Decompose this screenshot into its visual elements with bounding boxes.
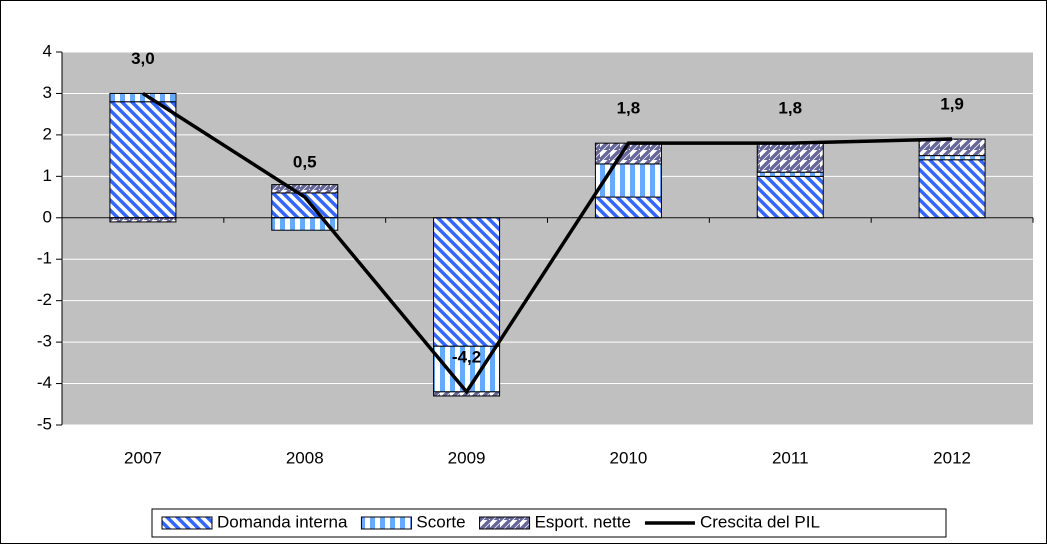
y-tick-label: 4 (43, 41, 52, 60)
bar (271, 184, 339, 194)
bar (109, 101, 177, 219)
legend-swatch (161, 516, 213, 530)
y-tick-label: -4 (37, 373, 52, 392)
x-tick-label: 2012 (933, 448, 971, 467)
data-label: 3,0 (131, 49, 155, 68)
data-label: 1,9 (940, 95, 964, 114)
data-label: 1,8 (617, 99, 641, 118)
legend-label: Crescita del PIL (700, 512, 820, 531)
data-label: 1,8 (778, 99, 802, 118)
x-tick-label: 2009 (448, 448, 486, 467)
y-tick-label: 1 (43, 166, 52, 185)
bar (918, 159, 986, 219)
legend-swatch (360, 516, 412, 530)
bar (433, 345, 501, 393)
bar (756, 175, 824, 219)
y-tick-label: -3 (37, 332, 52, 351)
bar (109, 217, 177, 223)
x-tick-label: 2010 (610, 448, 648, 467)
bar (109, 92, 177, 103)
line (141, 91, 953, 395)
legend-label: Scorte (416, 512, 465, 531)
y-tick-label: -5 (37, 414, 52, 433)
y-tick-label: -1 (37, 249, 52, 268)
bar (433, 217, 501, 347)
legend-label: Esport. nette (535, 512, 631, 531)
bar (918, 138, 986, 157)
x-tick-label: 2011 (772, 448, 809, 467)
data-label: -4,2 (452, 347, 481, 366)
bar (756, 171, 824, 177)
data-label: 0,5 (293, 153, 317, 172)
legend-swatch (479, 516, 531, 530)
y-tick-label: 2 (43, 124, 52, 143)
legend (151, 508, 947, 538)
y-tick-label: 3 (43, 83, 52, 102)
bar (918, 155, 986, 161)
x-tick-label: 2008 (286, 448, 324, 467)
x-tick-label: 2007 (124, 448, 162, 467)
y-tick-label: 0 (43, 207, 52, 226)
legend-label: Domanda interna (217, 512, 348, 531)
bar (594, 196, 662, 219)
y-tick-label: -2 (37, 290, 52, 309)
bar (594, 163, 662, 198)
bar (756, 142, 824, 173)
plot-area (62, 52, 1033, 425)
